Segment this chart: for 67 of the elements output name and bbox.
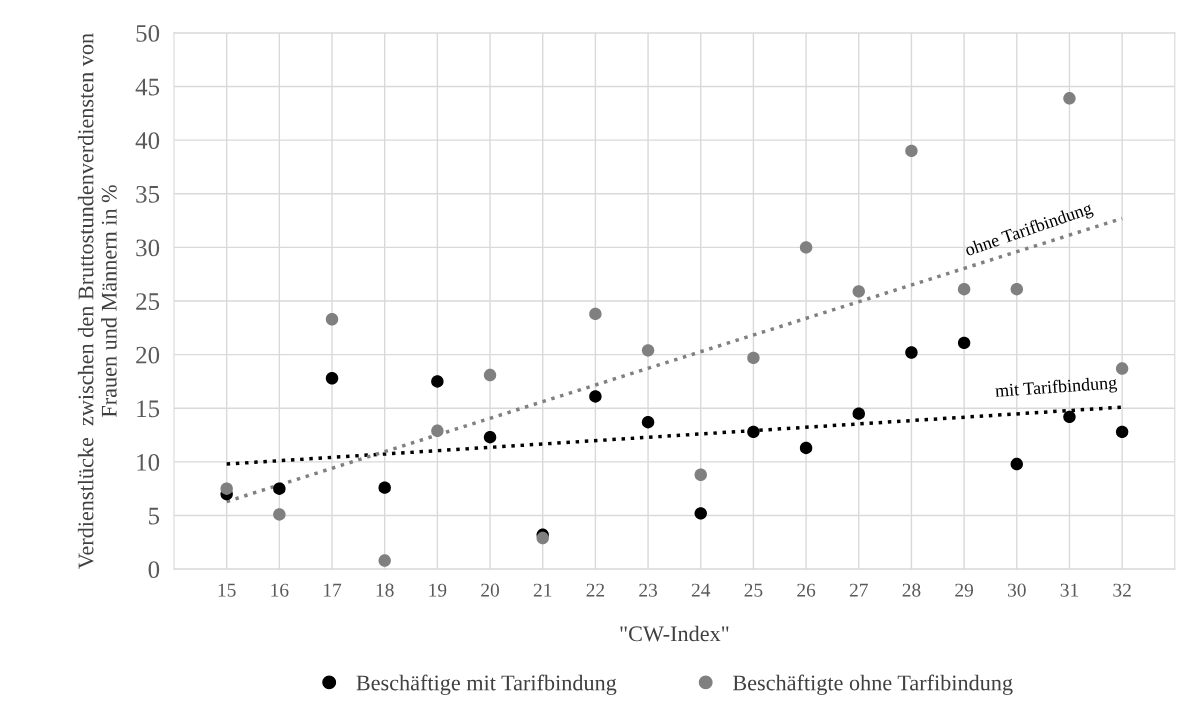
y-tick-label: 50 [136, 24, 160, 42]
y-tick-label: 25 [136, 293, 160, 310]
point [641, 344, 655, 357]
point [483, 431, 497, 444]
x-tick-label: 24 [691, 583, 711, 597]
point [431, 375, 444, 388]
y-tick-label: 15 [137, 400, 160, 418]
point [325, 313, 339, 326]
point [1063, 92, 1076, 105]
y-tick-label: 45 [135, 78, 160, 96]
x-tick-label: 16 [271, 583, 289, 597]
y-tick-label: 5 [149, 507, 160, 525]
legend-label: Beschäftigte ohne Tarfibindung [732, 674, 1013, 695]
point [799, 441, 813, 455]
legend-label: Beschäftige mit Tarifbindung [356, 674, 617, 695]
x-tick-label: 30 [1007, 583, 1026, 597]
point [273, 508, 286, 521]
x-tick-label: 26 [797, 583, 816, 597]
point [589, 390, 602, 403]
point [431, 424, 444, 437]
x-tick-label: 25 [744, 583, 763, 597]
point [220, 482, 233, 495]
point [1010, 457, 1023, 471]
y-tick-label: 20 [136, 346, 160, 364]
point [852, 407, 865, 420]
point [747, 351, 760, 365]
point [852, 285, 865, 298]
point [1010, 283, 1023, 296]
y-axis-title: Verdienstlücke zwischen den Bruttostundenverdiensten von Frauen und Männern in % [77, 33, 117, 569]
x-tick-label: 19 [429, 583, 447, 597]
x-axis-title: "CW-Index" [620, 625, 729, 642]
point [483, 368, 497, 382]
x-tick-label: 28 [902, 583, 921, 597]
x-tick-label: 15 [218, 583, 236, 597]
x-tick-label: 31 [1060, 583, 1079, 597]
annotation: mit Tarifbindung [994, 375, 1118, 401]
point [273, 482, 286, 495]
point [905, 144, 918, 158]
point [589, 307, 602, 321]
x-tick-label: 29 [955, 583, 974, 597]
point [694, 507, 707, 520]
x-tick-label: 23 [639, 583, 658, 597]
point [1115, 362, 1129, 375]
point [378, 481, 391, 494]
x-tick-label: 21 [533, 583, 552, 597]
point [378, 554, 391, 567]
point [799, 241, 813, 254]
point [325, 372, 339, 385]
y-tick-label: 40 [135, 132, 160, 150]
point [905, 346, 918, 359]
point [641, 416, 655, 429]
x-tick-label: 32 [1113, 583, 1131, 597]
x-tick-label: 27 [849, 583, 868, 597]
x-tick-label: 17 [324, 583, 342, 597]
y-tick-label: 10 [137, 453, 160, 471]
y-tick-label: 35 [136, 185, 160, 203]
x-tick-label: 18 [376, 583, 394, 597]
y-tick-label: 0 [148, 561, 160, 579]
y-tick-label: 30 [136, 239, 160, 257]
point [747, 425, 760, 439]
point [1063, 410, 1076, 424]
point [957, 283, 971, 296]
point [1115, 425, 1129, 439]
x-tick-label: 22 [586, 583, 605, 597]
point [957, 336, 971, 350]
point [694, 468, 707, 481]
x-tick-label: 20 [481, 583, 500, 597]
